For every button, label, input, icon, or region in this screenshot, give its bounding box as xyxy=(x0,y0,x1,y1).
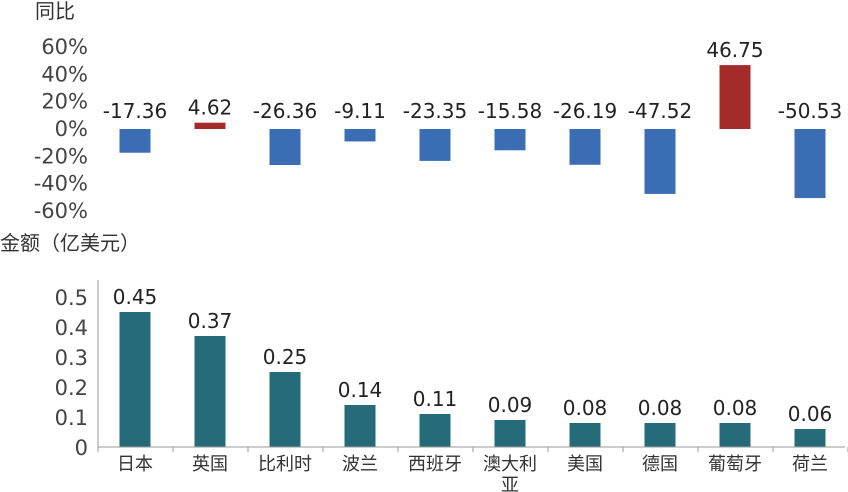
yoy-bar xyxy=(119,129,151,153)
yoy-data-label: -50.53 xyxy=(778,99,842,123)
amount-y-tick: 0 xyxy=(75,436,88,460)
amount-axes xyxy=(97,280,848,452)
category-label: 波兰 xyxy=(342,454,378,475)
amount-data-labels: 0.45 0.37 0.25 0.14 0.11 0.09 0.08 0.08 0.08 0.06 xyxy=(113,285,833,426)
yoy-y-tick: -60% xyxy=(34,199,88,223)
yoy-data-label: -15.58 xyxy=(478,99,542,123)
yoy-data-label: -26.36 xyxy=(253,99,317,123)
yoy-bar xyxy=(194,122,226,129)
category-label: 英国 xyxy=(192,454,228,475)
amount-bar xyxy=(269,372,301,447)
yoy-y-tick: 60% xyxy=(41,35,88,59)
amount-bar xyxy=(119,312,151,447)
yoy-y-tick: 20% xyxy=(41,90,88,114)
amount-data-label: 0.06 xyxy=(788,402,833,426)
yoy-bar xyxy=(419,129,451,161)
amount-bar xyxy=(794,429,826,447)
amount-bar xyxy=(569,423,601,447)
amount-data-label: 0.37 xyxy=(188,309,233,333)
amount-y-tick: 0.3 xyxy=(55,346,88,370)
yoy-y-tick: -40% xyxy=(34,172,88,196)
amount-axis-title: 金额（亿美元） xyxy=(0,231,140,255)
amount-data-label: 0.09 xyxy=(488,393,533,417)
yoy-data-label: -47.52 xyxy=(628,99,692,123)
amount-y-tick: 0.5 xyxy=(55,286,88,310)
category-label: 葡萄牙 xyxy=(708,454,762,475)
yoy-data-label: -17.36 xyxy=(103,99,167,123)
amount-bar xyxy=(344,405,376,447)
amount-bar xyxy=(494,420,526,447)
amount-bar xyxy=(419,414,451,447)
amount-bar xyxy=(644,423,676,447)
category-label: 比利时 xyxy=(258,454,312,475)
amount-data-label: 0.11 xyxy=(413,387,458,411)
amount-y-tick: 0.2 xyxy=(55,376,88,400)
yoy-data-labels: -17.36 4.62 -26.36 -9.11 -23.35 -15.58 -26.19-… xyxy=(103,38,842,123)
yoy-y-tick: 40% xyxy=(41,62,88,86)
amount-bar xyxy=(719,423,751,447)
amount-y-ticks: 0.5 0.4 0.3 0.2 0.1 0 xyxy=(55,286,88,460)
category-label: 德国 xyxy=(642,454,678,475)
amount-bars xyxy=(119,312,826,447)
amount-data-label: 0.08 xyxy=(563,396,608,420)
amount-data-label: 0.08 xyxy=(638,396,683,420)
yoy-y-ticks: 60% 40% 20% 0% -20% -40% -60% xyxy=(34,35,88,223)
yoy-data-label: -26.19 xyxy=(553,99,617,123)
yoy-y-tick: -20% xyxy=(34,144,88,168)
yoy-bar xyxy=(719,65,751,129)
yoy-data-label: -23.35 xyxy=(403,99,467,123)
amount-bar xyxy=(194,336,226,447)
amount-data-label: 0.08 xyxy=(713,396,758,420)
amount-data-label: 0.14 xyxy=(338,378,383,402)
category-label: 美国 xyxy=(567,454,603,475)
yoy-y-tick: 0% xyxy=(55,117,88,141)
amount-data-label: 0.45 xyxy=(113,285,158,309)
amount-chart: 金额（亿美元） 0.5 0.4 0.3 0.2 0.1 0 0.45 0.37 0.25 0.1… xyxy=(0,231,848,492)
yoy-axis-title: 同比 xyxy=(35,0,75,23)
category-label: 澳大利 xyxy=(483,454,537,475)
amount-y-tick: 0.1 xyxy=(55,406,88,430)
yoy-data-label: 46.75 xyxy=(706,38,763,62)
amount-data-label: 0.25 xyxy=(263,345,308,369)
category-label: 荷兰 xyxy=(792,454,828,475)
yoy-data-label: 4.62 xyxy=(188,96,233,120)
category-label: 日本 xyxy=(117,454,153,475)
category-label: 西班牙 xyxy=(408,454,462,475)
yoy-bar xyxy=(269,129,301,166)
amount-y-tick: 0.4 xyxy=(55,316,88,340)
yoy-bar xyxy=(344,129,376,142)
category-label: 亚 xyxy=(501,475,519,492)
yoy-bars xyxy=(119,65,826,199)
yoy-bar xyxy=(569,129,601,165)
yoy-bar xyxy=(494,129,526,151)
yoy-bar xyxy=(794,129,826,199)
yoy-data-label: -9.11 xyxy=(334,99,386,123)
yoy-bar xyxy=(644,129,676,194)
yoy-chart: 同比 60% 40% 20% 0% -20% -40% -60% -17.36 4.62 -26… xyxy=(34,0,843,223)
